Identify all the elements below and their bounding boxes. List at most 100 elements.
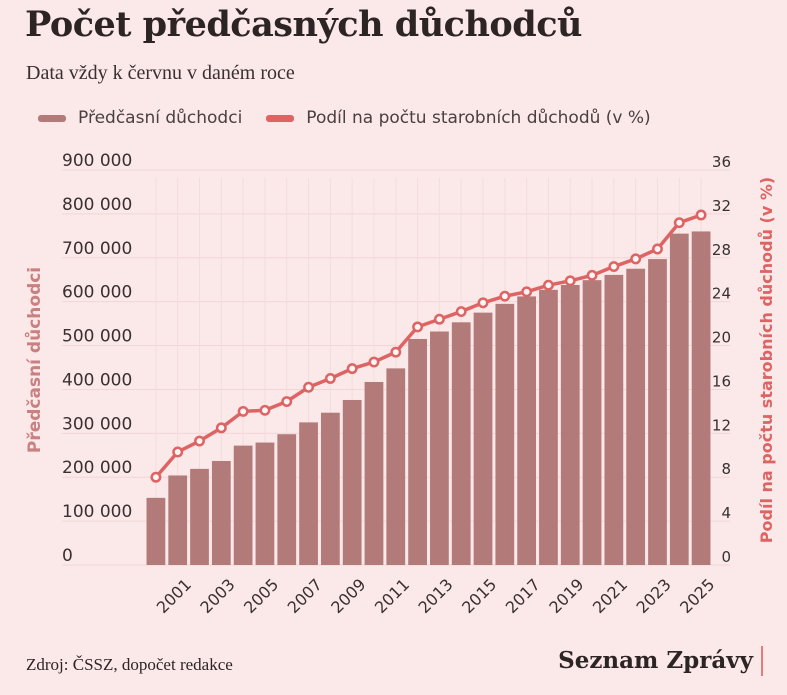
line-point-2002 xyxy=(194,435,205,447)
line-point-2014 xyxy=(455,306,467,317)
x-tick-label: 2009 xyxy=(327,575,369,617)
line-point-2000 xyxy=(150,471,162,483)
line-point-2012 xyxy=(412,321,424,333)
line-point-2022 xyxy=(630,253,642,265)
x-axis-ticks: 2001 2003 2005 2007 2009 2011 2013 2015 2017 2019… xyxy=(153,575,719,617)
bar-2020 xyxy=(582,280,602,565)
right-tick-label: 4 xyxy=(721,504,731,522)
bars xyxy=(146,231,711,565)
x-tick-label: 2025 xyxy=(676,575,718,617)
line-series xyxy=(150,209,707,483)
x-tick-label: 2007 xyxy=(284,575,326,617)
line-point-2011 xyxy=(390,346,402,358)
legend-item-bars: Předčasní důchodci xyxy=(38,108,242,128)
right-tick-label: 32 xyxy=(712,197,731,215)
legend-label-line: Podíl na počtu starobních důchodů (v %) xyxy=(306,108,651,128)
x-tick-label: 2003 xyxy=(196,575,238,617)
bar-2009 xyxy=(342,399,362,565)
left-tick-label: 700 000 xyxy=(62,239,132,259)
bar-2017 xyxy=(517,296,537,565)
line-point-2008 xyxy=(324,373,336,384)
left-tick-label: 100 000 xyxy=(62,502,132,522)
bar-2008 xyxy=(320,412,340,565)
right-tick-label: 24 xyxy=(712,285,731,303)
right-tick-label: 20 xyxy=(712,329,731,347)
right-tick-label: 8 xyxy=(721,460,731,478)
line-point-2006 xyxy=(281,396,293,407)
legend-item-line: Podíl na počtu starobních důchodů (v %) xyxy=(266,108,651,128)
bar-2024 xyxy=(669,233,689,565)
line-point-2003 xyxy=(215,422,227,434)
left-tick-label: 500 000 xyxy=(62,327,132,347)
bar-2007 xyxy=(299,422,318,565)
bar-2004 xyxy=(233,445,253,565)
line-point-2017 xyxy=(521,286,533,298)
left-axis-title: Předčasní důchodci xyxy=(23,267,45,453)
left-tick-label: 0 xyxy=(62,546,73,566)
right-tick-label: 28 xyxy=(712,241,731,259)
line-point-2024 xyxy=(673,217,685,229)
chart-title: Počet předčasných důchodců xyxy=(25,4,582,45)
legend-swatch-bars xyxy=(38,114,66,122)
bar-2012 xyxy=(408,338,427,565)
right-axis-ticks: 0 4 8 12 16 20 24 28 32 36 xyxy=(712,153,731,566)
left-tick-label: 300 000 xyxy=(62,414,132,434)
bar-2016 xyxy=(495,303,515,565)
bar-2023 xyxy=(648,259,667,565)
x-tick-label: 2001 xyxy=(153,575,195,617)
line-point-2020 xyxy=(586,269,598,281)
bar-2021 xyxy=(604,274,624,565)
left-tick-label: 600 000 xyxy=(62,283,132,303)
legend: Předčasní důchodci Podíl na počtu starob… xyxy=(38,106,651,130)
line-point-2016 xyxy=(499,290,511,302)
line-point-2021 xyxy=(608,261,620,273)
line-point-2004 xyxy=(237,405,249,417)
x-tick-label: 2015 xyxy=(458,575,500,617)
bar-2001 xyxy=(168,475,188,565)
bar-2025 xyxy=(691,231,711,565)
line-point-2013 xyxy=(433,313,445,325)
source-note: Zdroj: ČSSZ, dopočet redakce xyxy=(26,655,233,674)
line-point-2009 xyxy=(346,363,358,375)
bar-2003 xyxy=(211,460,231,565)
x-tick-label: 2011 xyxy=(371,575,413,617)
bar-2002 xyxy=(190,468,209,565)
x-tick-label: 2023 xyxy=(633,575,675,617)
x-tick-label: 2013 xyxy=(414,575,456,617)
left-tick-label: 400 000 xyxy=(62,370,132,390)
legend-label-bars: Předčasní důchodci xyxy=(78,108,243,128)
legend-swatch-line xyxy=(266,114,295,122)
bar-2014 xyxy=(451,322,471,565)
bar-2000 xyxy=(146,497,166,565)
right-tick-label: 16 xyxy=(712,372,731,390)
left-tick-label: 800 000 xyxy=(62,195,132,215)
chart-subtitle: Data vždy k červnu v daném roce xyxy=(26,62,295,84)
x-tick-label: 2005 xyxy=(240,575,282,617)
bar-2022 xyxy=(626,268,646,565)
right-tick-label: 36 xyxy=(712,153,731,171)
line-point-2010 xyxy=(368,356,380,368)
right-axis-title: Podíl na počtu starobních důchodů (v %) xyxy=(757,177,776,543)
line-point-2015 xyxy=(477,297,489,309)
line-point-2019 xyxy=(564,275,576,287)
line-point-2005 xyxy=(259,404,271,416)
bar-2005 xyxy=(255,442,275,565)
brand-logo: Seznam Zprávy xyxy=(558,646,763,676)
right-tick-label: 12 xyxy=(712,416,731,434)
line-point-2018 xyxy=(542,279,554,291)
right-tick-label: 0 xyxy=(721,548,731,566)
bar-2018 xyxy=(539,289,558,565)
line-point-2001 xyxy=(172,446,184,458)
line-point-2025 xyxy=(695,209,707,221)
left-axis-ticks: 0 100 000 200 000 300 000 400 000 500 000 600 … xyxy=(62,151,132,566)
bar-2013 xyxy=(430,331,449,565)
line-point-2007 xyxy=(303,381,315,393)
line-point-2023 xyxy=(652,243,663,255)
bar-2006 xyxy=(277,434,297,565)
x-tick-label: 2017 xyxy=(502,575,544,617)
bar-2010 xyxy=(364,381,384,565)
left-tick-label: 200 000 xyxy=(62,458,132,478)
x-tick-label: 2021 xyxy=(589,575,631,617)
bar-2011 xyxy=(386,368,406,565)
